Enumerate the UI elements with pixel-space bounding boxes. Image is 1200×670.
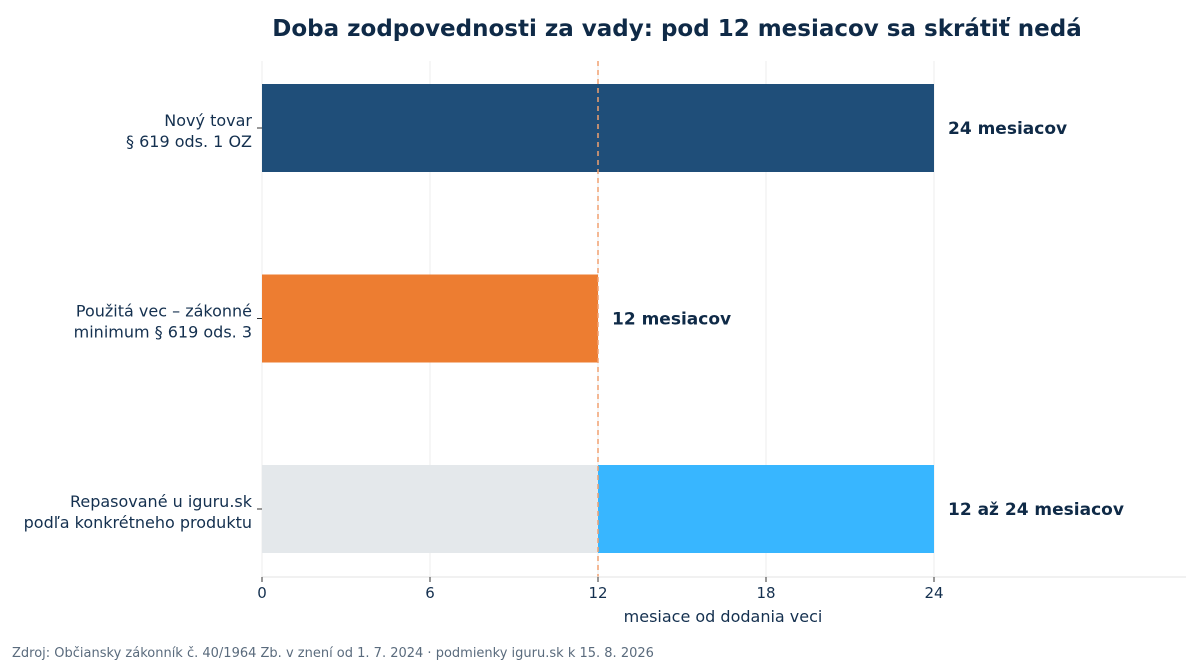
bar-segment (262, 274, 598, 363)
y-tick-label: Použitá vec – zákonné minimum § 619 ods. … (74, 302, 252, 342)
x-axis-label: mesiace od dodania veci (624, 607, 823, 626)
bar-value-label: 24 mesiacov (948, 119, 1067, 139)
y-tick-label-line: Použitá vec – zákonné (76, 302, 252, 321)
bar-value-label: 12 až 24 mesiacov (948, 500, 1124, 520)
bars (262, 84, 934, 553)
value-labels: 24 mesiacov 12 mesiacov 12 až 24 mesiacov (612, 119, 1124, 520)
chart-title: Doba zodpovednosti za vady: pod 12 mesia… (272, 16, 1081, 42)
bar-segment (598, 465, 934, 553)
x-tick-label: 0 (257, 584, 267, 602)
y-tick-label-line: podľa konkrétneho produktu (24, 513, 252, 532)
y-tick-label-line: Repasované u iguru.sk (70, 492, 253, 511)
x-tick-label: 24 (924, 584, 943, 602)
x-tick-label: 12 (588, 584, 607, 602)
x-tick-label: 6 (425, 584, 435, 602)
bar-segment (262, 465, 598, 553)
bar-value-label: 12 mesiacov (612, 310, 731, 330)
y-tick-label-line: minimum § 619 ods. 3 (74, 323, 252, 342)
y-tick-label: Nový tovar § 619 ods. 1 OZ (126, 111, 252, 151)
axes: 0 6 12 18 24 Nový tovar § 619 ods. 1 OZ Použitá… (24, 111, 1186, 602)
y-tick-label-line: Nový tovar (164, 111, 252, 130)
y-tick-label: Repasované u iguru.sk podľa konkrétneho p… (24, 492, 253, 532)
x-tick-label: 18 (756, 584, 775, 602)
source-note: Zdroj: Občiansky zákonník č. 40/1964 Zb.… (12, 646, 654, 661)
y-tick-label-line: § 619 ods. 1 OZ (126, 132, 252, 151)
